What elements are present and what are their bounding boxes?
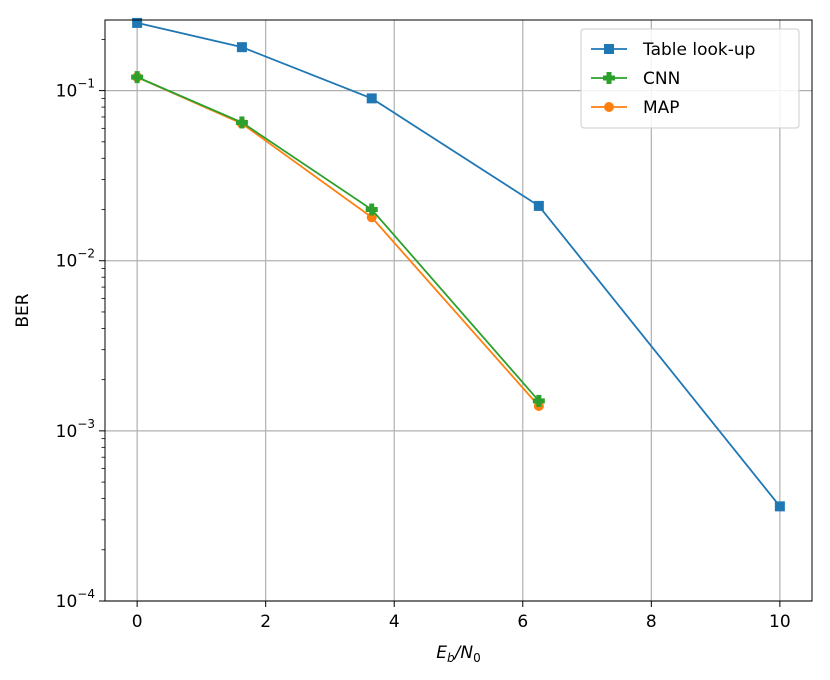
- legend-label: MAP: [643, 98, 680, 118]
- data-point-table-look-up: [132, 17, 143, 28]
- x-tick-label: 2: [260, 612, 271, 632]
- legend-label: Table look-up: [642, 40, 755, 60]
- x-tick-label: 8: [646, 612, 657, 632]
- y-axis-label: BER: [13, 293, 33, 327]
- data-point-cnn: [235, 116, 248, 129]
- x-axis-label: Eb/N0: [436, 643, 480, 665]
- x-tick-label: 10: [769, 612, 791, 632]
- x-tick-label: 6: [517, 612, 528, 632]
- legend-label: CNN: [643, 69, 680, 89]
- y-tick-label: 10−4: [56, 587, 95, 612]
- series-table-look-up: [132, 17, 785, 512]
- data-point-cnn: [365, 203, 378, 216]
- x-tick-label: 4: [389, 612, 400, 632]
- x-axis-title: Eb/N0: [436, 643, 480, 665]
- y-axis-title: BER: [13, 293, 33, 327]
- legend-marker: [604, 44, 614, 54]
- series-cnn: [131, 71, 545, 407]
- legend-marker: [604, 102, 614, 112]
- legend-item-table-look-up: Table look-up: [591, 40, 755, 60]
- legend-box: [580, 28, 800, 129]
- legend-item-cnn: CNN: [591, 69, 680, 89]
- data-point-table-look-up: [366, 93, 377, 104]
- series-line-cnn: [136, 76, 540, 402]
- data-point-cnn: [532, 394, 545, 407]
- y-tick-label: 10−3: [56, 417, 95, 442]
- legend-item-map: MAP: [591, 98, 680, 118]
- legend-marker: [603, 72, 615, 84]
- data-point-table-look-up: [774, 501, 785, 512]
- data-point-cnn: [131, 71, 144, 84]
- data-series: [131, 17, 785, 512]
- data-point-table-look-up: [236, 42, 247, 53]
- x-tick-label: 0: [132, 612, 143, 632]
- plot-frame: [104, 19, 813, 602]
- y-tick-label: 10−2: [56, 247, 95, 272]
- y-tick-label: 10−1: [56, 77, 95, 102]
- data-point-table-look-up: [533, 200, 544, 211]
- axis-ticks: 0 2 4 6 8 10 10−1 10−2 10−3 10−4: [56, 38, 791, 632]
- legend: Table look-up CNN MAP: [580, 28, 800, 129]
